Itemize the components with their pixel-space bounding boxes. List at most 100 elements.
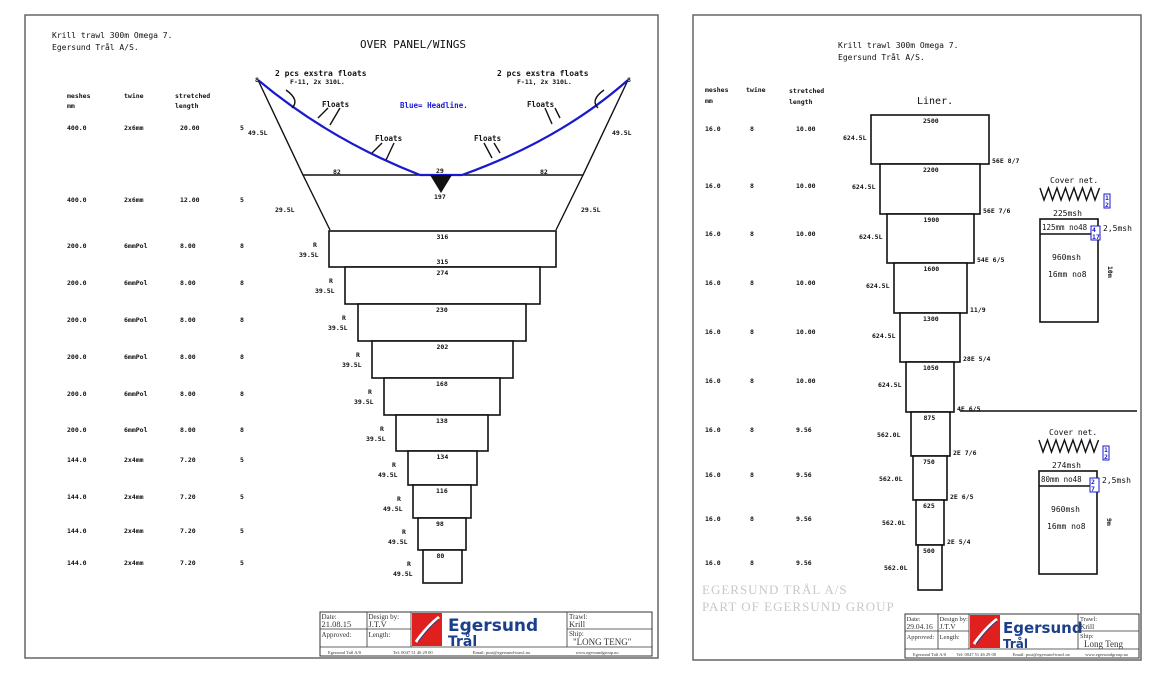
cell-stretched: 8.00 (180, 316, 196, 324)
footer-web: www.egersundgroup.no (1085, 652, 1129, 657)
section-cut: 56E 8/7 (992, 157, 1019, 165)
section-side-label: R (397, 495, 401, 503)
left-table-rows: 400.0 2x6mm 20.00 5 400.0 2x6mm 12.00 5 200.0 6mm… (67, 124, 244, 567)
cell-count: 5 (240, 527, 244, 535)
section-side-label: R (392, 461, 396, 469)
table-row: 16.0 8 10.00 (705, 230, 816, 238)
panel-section: 116 R 49.5L (383, 484, 472, 519)
approved-label: Approved: (322, 631, 352, 639)
liner-sections: 2500 624.5L 56E 8/7 2200 624.5L 56E 7/6 1900 62… (843, 114, 1019, 591)
section-box (870, 114, 990, 165)
section-top-meshes: 875 (924, 414, 936, 422)
section-box (910, 411, 951, 457)
cell-count: 8 (240, 242, 244, 250)
section-box (912, 455, 948, 501)
cell-meshes: 16.0 (705, 559, 721, 567)
ship-value: "LONG TENG" (573, 637, 632, 647)
section-cut: 2E 5/4 (947, 538, 971, 546)
cell-stretched: 9.56 (796, 515, 812, 523)
body-meshes: 960msh (1051, 505, 1080, 514)
cell-stretched: 7.20 (180, 493, 196, 501)
cell-twine: 2x4mm (124, 493, 144, 501)
logo-swoosh-icon (414, 615, 440, 643)
cell-twine: 8 (750, 426, 754, 434)
logo-company: Egersund (1003, 619, 1083, 637)
center-meshes: 29 (436, 167, 444, 175)
cover-net-title: Cover net. (1049, 428, 1097, 437)
extra-floats-left: 2 pcs exstra floats (275, 69, 367, 78)
net-length: 10m (1106, 266, 1114, 278)
length-label: Length: (940, 634, 960, 641)
ship-label: Ship: (569, 630, 584, 638)
cell-count: 5 (240, 196, 244, 204)
left-title-block: Date:21.08.15 Design by:J.T.V Approved: Len… (319, 611, 653, 657)
footer-tel: Tel: 0047 51 46 29 00 (956, 652, 996, 657)
section-taper: 624.5L (878, 381, 902, 389)
right-title-block: Date:29.04.16 Design by:J.T.V Approved: Len… (904, 613, 1140, 659)
section-cut: 11/9 (970, 306, 986, 314)
strip-spec: 80mm no48 (1041, 475, 1082, 484)
section-taper: 49.5L (383, 505, 403, 513)
panel-section: 274 R 39.5L (315, 266, 541, 305)
side-upper-right: 49.5L (612, 129, 632, 137)
logo-swoosh-icon (972, 617, 998, 645)
trawl-value: Krill (569, 619, 586, 629)
cell-meshes: 16.0 (705, 377, 721, 385)
date-label: Date: (907, 616, 921, 623)
cell-count: 8 (240, 426, 244, 434)
cell-meshes: 16.0 (705, 279, 721, 287)
table-row: 200.0 6mmPol 8.00 8 (67, 316, 244, 324)
section-top-meshes: 98 (436, 520, 444, 528)
section-box (412, 484, 472, 519)
wing-drawing: 8 8 2 pcs exstra floats F-11, 2x 310L. 2… (248, 69, 632, 231)
cell-stretched: 9.56 (796, 559, 812, 567)
cell-meshes: 200.0 (67, 316, 87, 324)
corner-right: 8 (627, 76, 631, 84)
cell-meshes: 16.0 (705, 182, 721, 190)
ship-label: Ship: (1080, 633, 1094, 640)
float-arrows (285, 89, 605, 161)
date-value: 29.04.16 (907, 622, 934, 631)
design-label: Design by: (369, 613, 400, 621)
table-row: 16.0 8 10.00 (705, 182, 816, 190)
strip-ratio-a: 4 (1092, 226, 1096, 234)
section-taper: 49.5L (388, 538, 408, 546)
cell-meshes: 16.0 (705, 328, 721, 336)
section-taper: 562.0L (877, 431, 901, 439)
section-cut: 28E 5/4 (963, 355, 990, 363)
table-row: 400.0 2x6mm 12.00 5 (67, 196, 244, 204)
corner-left: 8 (255, 76, 259, 84)
header-stretched: stretched (789, 87, 824, 95)
liner-section: 1600 624.5L 11/9 (866, 262, 986, 314)
section-box (344, 266, 541, 305)
liner-section: 500 562.0L (884, 544, 943, 591)
cell-twine: 2x6mm (124, 196, 144, 204)
header-mm: mm (705, 97, 713, 105)
zigzag-mesh-icon (1039, 185, 1101, 203)
section-top-meshes: 2200 (923, 166, 939, 174)
cell-twine: 6mmPol (124, 390, 148, 398)
strip-depth: 2,5msh (1103, 224, 1132, 233)
header-mm: mm (67, 102, 75, 110)
section-cut: 2E 6/5 (950, 493, 974, 501)
table-row: 400.0 2x6mm 20.00 5 (67, 124, 244, 132)
table-row: 16.0 8 10.00 (705, 279, 816, 287)
left-title-line1: Krill trawl 300m Omega 7. (52, 31, 172, 40)
section-top-meshes: 2500 (923, 117, 939, 125)
cell-meshes: 16.0 (705, 471, 721, 479)
section-side-label: R (329, 277, 333, 285)
section-taper: 49.5L (393, 570, 413, 578)
cell-meshes: 16.0 (705, 515, 721, 523)
section-top-meshes: 134 (437, 453, 449, 461)
cell-stretched: 10.00 (796, 377, 816, 385)
wing-left-meshes: 82 (333, 168, 341, 176)
panel-section: 168 R 39.5L (354, 377, 501, 416)
design-value: J.T.V (369, 619, 388, 629)
strip-ratio-b: 17 (1092, 233, 1100, 241)
section-box (407, 450, 478, 486)
strip-spec: 125mm no48 (1042, 223, 1088, 232)
body-meshes: 960msh (1052, 253, 1081, 262)
cell-stretched: 8.00 (180, 390, 196, 398)
watermark-line1: EGERSUND TRÅL A/S (702, 582, 848, 597)
